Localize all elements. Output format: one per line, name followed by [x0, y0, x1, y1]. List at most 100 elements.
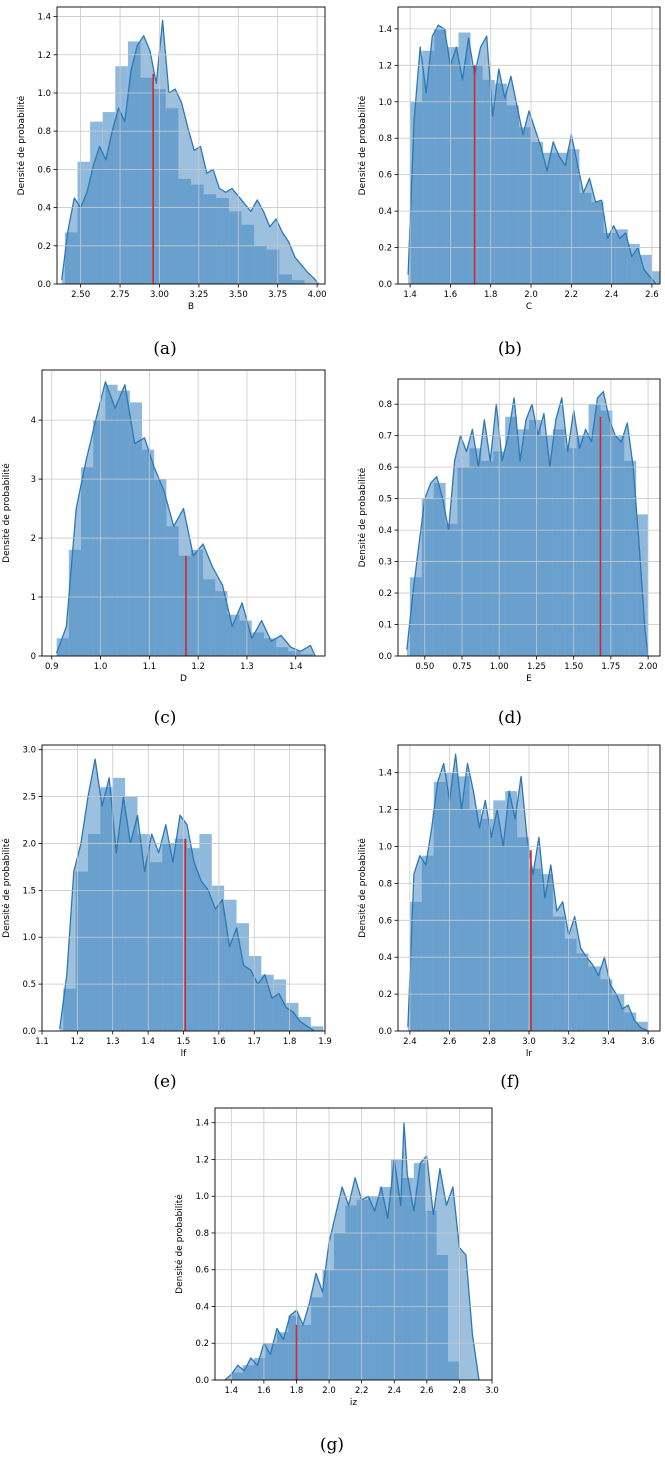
- kde-line: [406, 390, 649, 657]
- x-tick-label: 1.8: [290, 1386, 304, 1396]
- x-axis-label: E: [526, 674, 532, 684]
- kde-area: [408, 25, 656, 284]
- subfigure-caption: (c): [154, 708, 177, 728]
- kde-line: [224, 1122, 480, 1381]
- x-tick-label: 2.6: [645, 290, 659, 300]
- y-axis-label: Densité de probabilité: [357, 95, 368, 195]
- y-tick-label: 0.8: [195, 1229, 209, 1239]
- x-tick-label: 2.2: [565, 290, 579, 300]
- x-tick-label: 4.00: [308, 290, 327, 300]
- y-axis-label: Densité de probabilité: [1, 838, 12, 938]
- x-tick-label: 3.0: [485, 1386, 499, 1396]
- y-tick-label: 1.0: [378, 842, 392, 852]
- x-tick-label: 0.50: [415, 662, 434, 672]
- y-tick-label: 0.0: [37, 280, 51, 290]
- histogram-bar: [651, 271, 660, 284]
- x-tick-label: 2.0: [524, 290, 538, 300]
- y-tick-label: 0.0: [378, 652, 392, 662]
- y-axis-label: Densité de probabilité: [1, 463, 12, 563]
- y-tick-label: 0.6: [37, 165, 51, 175]
- y-tick-label: 0.8: [378, 400, 392, 410]
- x-tick-label: 3.4: [602, 1037, 616, 1047]
- y-tick-label: 2.0: [22, 839, 36, 849]
- y-tick-label: 1.5: [22, 886, 36, 896]
- y-tick-label: 0.3: [378, 558, 392, 568]
- x-tick-label: 2.75: [111, 290, 130, 300]
- y-tick-label: 0.2: [378, 990, 392, 1000]
- axes-frame: [214, 1107, 493, 1381]
- y-tick-label: 0.1: [378, 621, 392, 631]
- y-tick-label: 1.0: [22, 933, 36, 943]
- y-tick-label: 1.2: [37, 51, 51, 61]
- y-tick-label: 1.0: [378, 98, 392, 108]
- y-tick-label: 0.5: [22, 980, 36, 990]
- x-axis-label: iz: [350, 1398, 358, 1408]
- x-tick-label: 2.6: [443, 1037, 457, 1047]
- y-tick-label: 0.2: [37, 242, 51, 252]
- kde-area: [61, 20, 319, 285]
- y-axis-label: Densité de probabilité: [357, 467, 368, 567]
- y-tick-label: 0.0: [378, 1027, 392, 1037]
- x-tick-label: 3.50: [229, 290, 248, 300]
- y-tick-label: 0.6: [378, 916, 392, 926]
- y-tick-label: 1: [31, 593, 36, 603]
- x-tick-label: 2.00: [639, 662, 658, 672]
- chart-1: 2.50 2.75 3.00 3.25 3.50 3.75 4.00 0.0 0.2 0.4 0.6…: [16, 6, 327, 359]
- x-tick-label: 3.75: [268, 290, 287, 300]
- chart-7: 1.4 1.6 1.8 2.0 2.2 2.4 2.6 2.8 3.0 0.0 0.2 0.4 0.6 0…: [174, 1107, 499, 1455]
- x-tick-label: 1.1: [143, 662, 157, 672]
- axes-frame: [56, 6, 326, 285]
- y-tick-label: 0.4: [37, 204, 51, 214]
- x-tick-label: 1.2: [191, 662, 205, 672]
- y-tick-label: 0.0: [378, 280, 392, 290]
- x-tick-label: 1.9: [318, 1037, 332, 1047]
- kde-line: [407, 753, 649, 1032]
- y-tick-label: 0.4: [378, 953, 392, 963]
- x-tick-label: 3.6: [641, 1037, 655, 1047]
- subfigure-caption: (e): [153, 1072, 176, 1092]
- chart-5: 1.1 1.2 1.3 1.4 1.5 1.6 1.7 1.8 1.9 0.0 0.5 1.0 1.5 2…: [1, 744, 332, 1092]
- y-tick-label: 0.7: [378, 432, 392, 442]
- histogram-bar: [310, 1026, 324, 1031]
- axes-frame: [397, 378, 661, 657]
- y-tick-label: 0.4: [378, 526, 392, 536]
- subfigure-caption: (g): [320, 1435, 344, 1455]
- y-tick-label: 0.4: [195, 1302, 209, 1312]
- y-tick-label: 0.4: [378, 207, 392, 217]
- subfigure-caption: (d): [498, 708, 522, 728]
- kde-area: [56, 381, 316, 656]
- y-tick-label: 2.5: [22, 793, 36, 803]
- y-tick-label: 3: [31, 475, 36, 485]
- chart-3: 0.9 1.0 1.1 1.2 1.3 1.4 0 1 2 3 4 D Densité de proba…: [1, 369, 326, 728]
- y-tick-label: 3.0: [22, 746, 36, 756]
- x-tick-label: 2.8: [453, 1386, 467, 1396]
- subfigure-caption: (f): [500, 1072, 520, 1092]
- x-tick-label: 1.6: [444, 290, 458, 300]
- histogram-bar: [636, 1021, 649, 1031]
- x-tick-label: 1.8: [484, 290, 498, 300]
- y-tick-label: 1.4: [378, 25, 392, 35]
- y-tick-label: 0.6: [378, 171, 392, 181]
- x-tick-label: 1.3: [240, 662, 254, 672]
- x-tick-label: 2.2: [355, 1386, 369, 1396]
- y-tick-label: 0.8: [378, 134, 392, 144]
- x-tick-label: 2.6: [420, 1386, 434, 1396]
- x-tick-label: 1.5: [177, 1037, 191, 1047]
- x-tick-label: 1.8: [283, 1037, 297, 1047]
- kde-area: [407, 754, 649, 1031]
- y-tick-label: 1.4: [37, 13, 51, 23]
- y-tick-label: 0.0: [195, 1376, 209, 1386]
- x-tick-label: 1.75: [601, 662, 620, 672]
- y-tick-label: 0.5: [378, 495, 392, 505]
- kde-area: [406, 391, 649, 656]
- x-tick-label: 1.0: [94, 662, 108, 672]
- y-tick-label: 1.4: [195, 1119, 209, 1129]
- x-axis-label: B: [188, 302, 194, 312]
- x-tick-label: 2.4: [605, 290, 619, 300]
- y-axis-label: Densité de probabilité: [174, 1194, 185, 1294]
- y-tick-label: 0.6: [378, 463, 392, 473]
- x-tick-label: 1.7: [247, 1037, 261, 1047]
- x-tick-label: 1.2: [71, 1037, 85, 1047]
- y-tick-label: 0.2: [378, 589, 392, 599]
